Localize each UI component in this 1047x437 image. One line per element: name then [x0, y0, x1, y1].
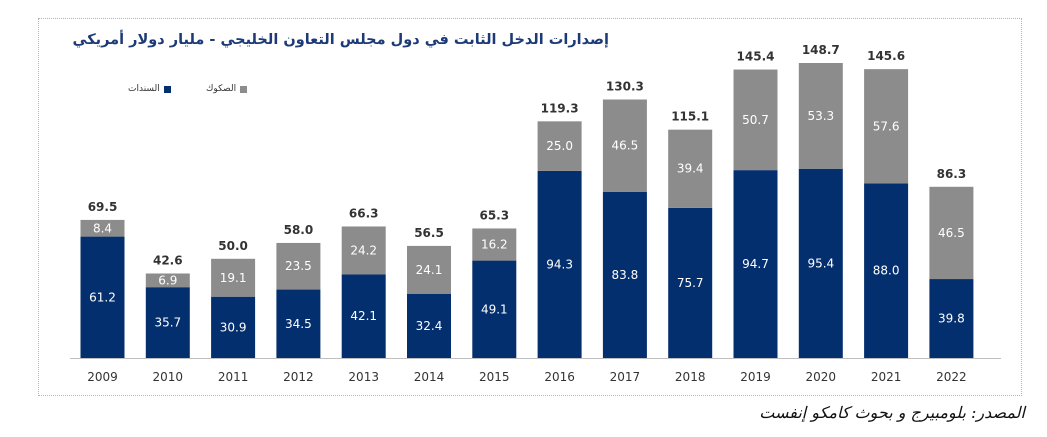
label-sukuk-2014: 24.1 — [416, 263, 443, 277]
label-sukuk-2011: 19.1 — [220, 271, 247, 285]
chart-frame — [38, 18, 1022, 396]
bar-sukuk-2011 — [211, 258, 256, 297]
x-tick-2018: 2018 — [675, 370, 706, 384]
label-sukuk-2016: 25.0 — [546, 139, 573, 153]
label-sukuk-2017: 46.5 — [612, 139, 639, 153]
label-sukuk-2009: 8.4 — [93, 221, 112, 235]
bar-sukuk-2014 — [407, 245, 451, 294]
bar-sukuk-2022 — [929, 186, 974, 280]
label-sukuk-2013: 24.2 — [350, 243, 377, 257]
legend-label-sukuk: الصكوك — [206, 84, 237, 94]
bar-sukuk-2015 — [472, 228, 517, 261]
label-bonds-2011: 30.9 — [220, 320, 247, 334]
chart-title: إصدارات الدخل الثابت في دول مجلس التعاون… — [72, 32, 609, 48]
label-total-2020: 148.7 — [802, 43, 840, 57]
label-sukuk-2020: 53.3 — [807, 109, 834, 123]
label-sukuk-2021: 57.6 — [873, 119, 900, 133]
label-bonds-2013: 42.1 — [350, 309, 377, 323]
x-tick-2015: 2015 — [479, 370, 510, 384]
label-total-2017: 130.3 — [606, 80, 644, 94]
bar-bonds-2022 — [929, 279, 974, 358]
legend-bonds: السندات — [128, 84, 171, 94]
x-tick-2011: 2011 — [218, 370, 249, 384]
source-note: المصدر: بلومبيرج و بحوث كامكو إنفست — [759, 403, 1025, 422]
label-total-2022: 86.3 — [937, 167, 967, 181]
label-bonds-2009: 61.2 — [89, 290, 116, 304]
label-bonds-2012: 34.5 — [285, 317, 312, 331]
x-tick-2022: 2022 — [936, 370, 967, 384]
bar-bonds-2012 — [276, 289, 321, 358]
bar-bonds-2016 — [537, 170, 582, 358]
x-tick-2014: 2014 — [414, 370, 445, 384]
label-bonds-2014: 32.4 — [416, 319, 443, 333]
bar-bonds-2021 — [864, 183, 909, 358]
bar-bonds-2017 — [602, 191, 647, 358]
label-sukuk-2015: 16.2 — [481, 238, 508, 252]
label-total-2016: 119.3 — [541, 101, 579, 115]
x-tick-2021: 2021 — [871, 370, 902, 384]
label-total-2010: 42.6 — [153, 253, 183, 267]
bar-bonds-2018 — [668, 207, 713, 358]
bar-sukuk-2017 — [602, 99, 647, 192]
bar-sukuk-2021 — [864, 69, 909, 184]
bar-sukuk-2013 — [341, 226, 386, 275]
label-total-2019: 145.4 — [737, 50, 775, 64]
bar-bonds-2020 — [798, 168, 843, 358]
bar-bonds-2014 — [407, 293, 451, 358]
label-total-2014: 56.5 — [414, 226, 444, 240]
label-sukuk-2022: 46.5 — [938, 226, 965, 240]
bar-sukuk-2009 — [80, 219, 125, 237]
bar-bonds-2010 — [145, 287, 190, 358]
label-bonds-2018: 75.7 — [677, 276, 704, 290]
bar-bonds-2009 — [80, 236, 125, 358]
x-tick-2012: 2012 — [283, 370, 314, 384]
label-bonds-2010: 35.7 — [154, 316, 181, 330]
label-total-2021: 145.6 — [867, 49, 905, 63]
label-sukuk-2012: 23.5 — [285, 259, 312, 273]
bar-bonds-2015 — [472, 260, 517, 358]
label-sukuk-2010: 6.9 — [158, 273, 177, 287]
x-tick-2020: 2020 — [806, 370, 837, 384]
label-sukuk-2019: 50.7 — [742, 113, 769, 127]
bar-bonds-2011 — [211, 296, 256, 358]
label-total-2011: 50.0 — [218, 239, 248, 253]
bar-sukuk-2018 — [668, 129, 713, 208]
bar-sukuk-2020 — [798, 63, 843, 169]
label-sukuk-2018: 39.4 — [677, 162, 704, 176]
label-total-2015: 65.3 — [479, 208, 509, 222]
x-tick-2016: 2016 — [544, 370, 575, 384]
x-tick-2009: 2009 — [87, 370, 118, 384]
legend-label-bonds: السندات — [128, 84, 160, 94]
x-tick-2013: 2013 — [348, 370, 379, 384]
legend-swatch-bonds — [163, 85, 171, 93]
label-bonds-2019: 94.7 — [742, 257, 769, 271]
bar-sukuk-2016 — [537, 121, 582, 171]
label-bonds-2020: 95.4 — [807, 256, 834, 270]
x-tick-2019: 2019 — [740, 370, 771, 384]
bar-bonds-2013 — [341, 274, 386, 358]
bar-sukuk-2019 — [733, 69, 778, 171]
legend-swatch-sukuk — [240, 85, 248, 93]
label-total-2009: 69.5 — [88, 200, 118, 214]
bar-sukuk-2010 — [145, 273, 190, 288]
x-tick-2017: 2017 — [610, 370, 641, 384]
x-tick-2010: 2010 — [153, 370, 184, 384]
label-total-2012: 58.0 — [284, 223, 314, 237]
label-total-2018: 115.1 — [671, 110, 709, 124]
bar-bonds-2019 — [733, 170, 778, 358]
label-bonds-2016: 94.3 — [546, 257, 573, 271]
label-bonds-2022: 39.8 — [938, 312, 965, 326]
label-total-2013: 66.3 — [349, 206, 379, 220]
label-bonds-2015: 49.1 — [481, 302, 508, 316]
legend-sukuk: الصكوك — [206, 84, 248, 94]
label-bonds-2017: 83.8 — [612, 268, 639, 282]
label-bonds-2021: 88.0 — [873, 264, 900, 278]
bar-sukuk-2012 — [276, 242, 321, 290]
